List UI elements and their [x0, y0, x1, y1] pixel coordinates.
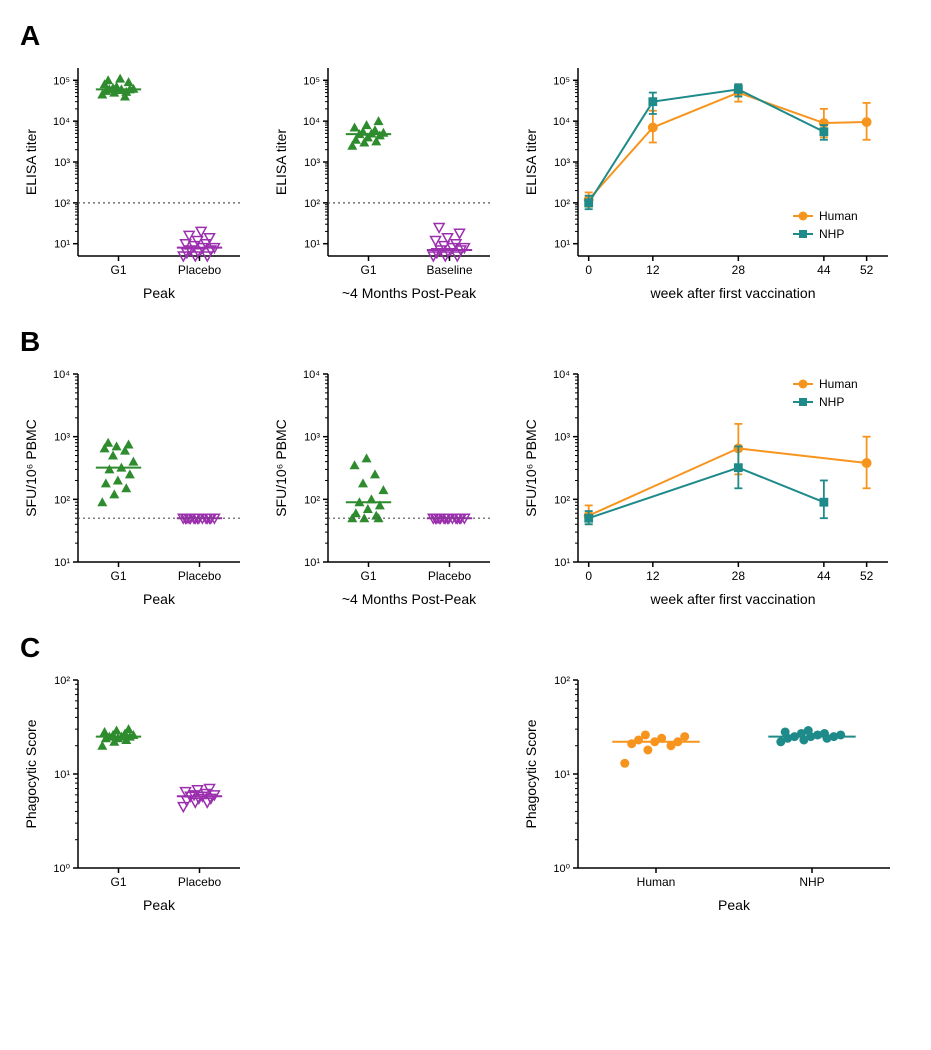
panel-a-scatter-postpeak: 10¹ 10² 10³ 10⁴ 10⁵ G1 Baseline ELISA titer ~4 M…	[270, 56, 500, 306]
figure: A 10¹ 10² 10³ 10⁴ 10⁵ G1 Placebo ELISA titer Pea…	[20, 20, 911, 918]
svg-text:10⁴: 10⁴	[553, 369, 570, 381]
svg-text:10²: 10²	[304, 494, 320, 506]
svg-text:Human: Human	[819, 377, 858, 391]
svg-text:10⁵: 10⁵	[303, 75, 320, 87]
svg-text:0: 0	[585, 263, 592, 277]
svg-text:0: 0	[585, 569, 592, 583]
svg-text:G1: G1	[110, 263, 126, 277]
svg-text:Placebo: Placebo	[178, 569, 222, 583]
svg-text:~4 Months Post-Peak: ~4 Months Post-Peak	[342, 285, 477, 301]
svg-text:52: 52	[860, 263, 874, 277]
panel-b-row: 10¹ 10² 10³ 10⁴ G1 Placebo SFU/10⁶ PBMC Peak 10…	[20, 362, 911, 612]
svg-text:52: 52	[860, 569, 874, 583]
svg-text:~4 Months Post-Peak: ~4 Months Post-Peak	[342, 591, 477, 607]
panel-b-scatter-postpeak: 10¹ 10² 10³ 10⁴ G1 Placebo SFU/10⁶ PBMC ~4 Mont…	[270, 362, 500, 612]
svg-text:44: 44	[817, 263, 831, 277]
svg-text:SFU/10⁶ PBMC: SFU/10⁶ PBMC	[273, 419, 289, 517]
svg-text:Placebo: Placebo	[178, 263, 222, 277]
svg-text:10⁰: 10⁰	[53, 863, 70, 875]
svg-text:G1: G1	[360, 569, 376, 583]
svg-text:10⁴: 10⁴	[303, 369, 320, 381]
svg-text:10⁴: 10⁴	[53, 116, 70, 128]
svg-text:10¹: 10¹	[554, 239, 570, 251]
svg-text:10⁰: 10⁰	[553, 863, 570, 875]
svg-text:10²: 10²	[554, 675, 570, 687]
panel-c-row: 10⁰ 10¹ 10² G1 Placebo Phagocytic Score Peak 1…	[20, 668, 911, 918]
svg-text:10²: 10²	[304, 198, 320, 210]
svg-text:Placebo: Placebo	[178, 875, 222, 889]
svg-text:10²: 10²	[54, 675, 70, 687]
svg-text:week after first vaccination: week after first vaccination	[650, 591, 816, 607]
svg-text:SFU/10⁶ PBMC: SFU/10⁶ PBMC	[523, 419, 539, 517]
svg-text:10⁵: 10⁵	[553, 75, 570, 87]
panel-c-scatter-g1: 10⁰ 10¹ 10² G1 Placebo Phagocytic Score Peak	[20, 668, 250, 918]
svg-text:Placebo: Placebo	[428, 569, 472, 583]
svg-text:10³: 10³	[304, 157, 320, 169]
svg-text:ELISA titer: ELISA titer	[23, 129, 39, 195]
svg-text:10¹: 10¹	[54, 557, 70, 569]
svg-text:28: 28	[732, 263, 746, 277]
svg-text:NHP: NHP	[799, 875, 824, 889]
svg-text:12: 12	[646, 263, 660, 277]
svg-text:10¹: 10¹	[554, 557, 570, 569]
svg-text:10¹: 10¹	[304, 557, 320, 569]
svg-text:10⁴: 10⁴	[553, 116, 570, 128]
svg-text:10³: 10³	[304, 432, 320, 444]
svg-text:Baseline: Baseline	[426, 263, 472, 277]
panel-b-line-chart: 10¹ 10² 10³ 10⁴ 0 12 28 44 52 Human NHP SFU/10⁶ PBM…	[520, 362, 900, 612]
svg-text:10³: 10³	[554, 157, 570, 169]
svg-text:10¹: 10¹	[54, 769, 70, 781]
svg-text:Peak: Peak	[718, 897, 751, 913]
svg-text:10²: 10²	[54, 494, 70, 506]
svg-text:10¹: 10¹	[54, 239, 70, 251]
panel-a-label: A	[20, 20, 911, 52]
panel-b-label: B	[20, 326, 911, 358]
svg-text:10¹: 10¹	[304, 239, 320, 251]
svg-text:ELISA titer: ELISA titer	[523, 129, 539, 195]
panel-b-scatter-peak: 10¹ 10² 10³ 10⁴ G1 Placebo SFU/10⁶ PBMC Peak	[20, 362, 250, 612]
svg-text:Phagocytic Score: Phagocytic Score	[523, 719, 539, 828]
svg-text:10⁴: 10⁴	[303, 116, 320, 128]
svg-text:ELISA titer: ELISA titer	[273, 129, 289, 195]
svg-text:10²: 10²	[554, 198, 570, 210]
svg-text:Phagocytic Score: Phagocytic Score	[23, 719, 39, 828]
svg-text:44: 44	[817, 569, 831, 583]
svg-text:10²: 10²	[54, 198, 70, 210]
panel-a-row: 10¹10²10³10⁴10⁵G1PlaceboELISA titerPeak …	[20, 56, 911, 306]
panel-c-scatter-species: 10⁰ 10¹ 10² Human NHP Phagocytic Score Peak	[520, 668, 900, 918]
svg-text:Peak: Peak	[143, 897, 176, 913]
svg-text:10³: 10³	[54, 157, 70, 169]
svg-text:10³: 10³	[54, 432, 70, 444]
svg-text:10³: 10³	[554, 432, 570, 444]
svg-text:10⁴: 10⁴	[53, 369, 70, 381]
svg-text:G1: G1	[360, 263, 376, 277]
svg-text:10¹: 10¹	[554, 769, 570, 781]
panel-a-scatter-peak: 10¹ 10² 10³ 10⁴ 10⁵ G1 Placebo ELISA titer Peak	[20, 56, 250, 306]
svg-text:Human: Human	[637, 875, 676, 889]
panel-a-line-chart: 10¹ 10² 10³ 10⁴ 10⁵ 0 12 28 44 52 Human NHP ELISA ti…	[520, 56, 900, 306]
svg-text:NHP: NHP	[819, 227, 844, 241]
svg-text:10²: 10²	[554, 494, 570, 506]
svg-text:12: 12	[646, 569, 660, 583]
svg-text:week after first vaccination: week after first vaccination	[650, 285, 816, 301]
svg-text:28: 28	[732, 569, 746, 583]
svg-text:NHP: NHP	[819, 395, 844, 409]
svg-text:G1: G1	[110, 569, 126, 583]
svg-text:SFU/10⁶ PBMC: SFU/10⁶ PBMC	[23, 419, 39, 517]
svg-text:Human: Human	[819, 209, 858, 223]
svg-text:G1: G1	[110, 875, 126, 889]
svg-text:Peak: Peak	[143, 285, 176, 301]
svg-text:10⁵: 10⁵	[53, 75, 70, 87]
panel-c-label: C	[20, 632, 911, 664]
svg-text:Peak: Peak	[143, 591, 176, 607]
